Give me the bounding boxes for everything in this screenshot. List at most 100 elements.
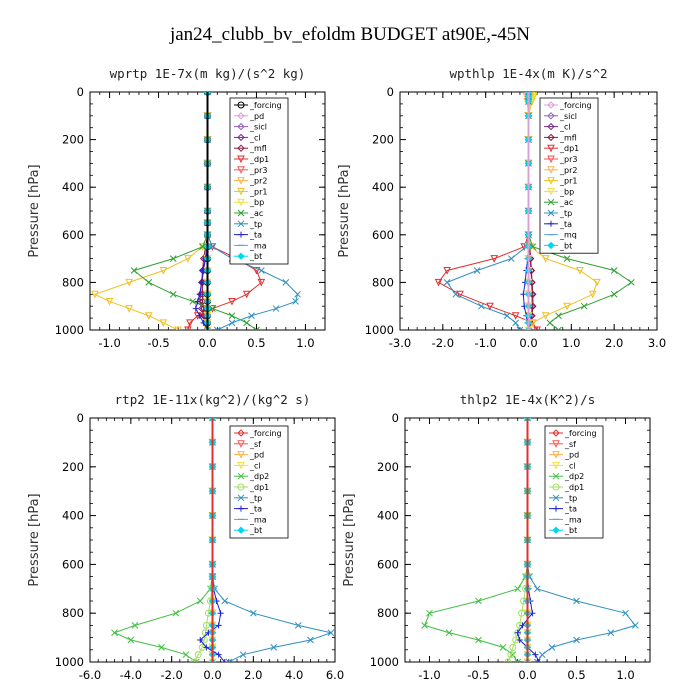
data-point [198,290,207,299]
legend-label: _pr3 [559,155,577,164]
plot-area [111,418,335,662]
legend-marker [237,429,245,437]
legend-marker [237,494,245,502]
legend-label: _bp [559,187,574,196]
legend-marker [552,483,560,491]
legend-label: _bt [249,526,262,535]
data-point [186,319,194,327]
data-point [541,255,550,263]
legend-label: _forcing [564,429,597,438]
data-point [426,609,433,617]
data-point [514,658,522,662]
data-point [225,658,233,662]
data-point [131,622,139,629]
legend-marker [547,187,555,196]
data-point [203,644,210,651]
legend-marker [552,494,560,502]
data-point [228,312,236,320]
legend-marker [547,166,555,174]
y-tick-label: 200 [372,133,394,147]
legend-label: _pr1 [559,177,577,186]
y-tick-label: 800 [62,275,84,289]
legend-marker [547,112,555,120]
legend-label: _tp [564,494,577,503]
x-tick-label: -3.0 [389,336,411,350]
data-point [270,644,278,651]
y-tick-label: 800 [62,606,84,620]
data-point [327,629,335,637]
y-tick-label: 600 [62,557,84,571]
series-line [423,418,528,662]
data-point [443,267,451,275]
legend-label: _tp [559,209,572,218]
data-point [190,658,198,662]
legend-label: _pd [564,451,579,460]
y-tick-label: 0 [77,411,84,425]
data-point [196,597,204,605]
y-tick-label: 600 [62,228,84,242]
y-tick-label: 400 [62,509,84,523]
legend-marker [237,526,245,534]
legend-label: _bt [249,252,262,261]
x-tick-label: 4.0 [285,668,303,682]
data-point [159,319,168,327]
legend-marker [237,461,245,470]
data-point [209,418,216,422]
legend-marker [237,122,245,131]
data-point [125,278,133,287]
legend-label: _bt [564,526,577,535]
x-tick-label: -2.0 [160,668,182,682]
legend-marker [237,112,245,120]
x-tick-label: 0.0 [198,336,216,350]
data-point [475,597,482,605]
legend-marker [547,198,555,206]
legend-label: _dp2 [564,472,584,481]
data-point [282,279,290,286]
legend-marker [237,166,245,174]
chart-panels: wprtp 1E-7x(m kg)/(s^2 kg) Pressure [hPa]… [27,66,666,682]
legend-marker [237,177,245,185]
legend-marker [547,209,555,217]
x-tick-label: -1.0 [98,336,120,350]
data-point [607,629,615,637]
data-point [189,298,197,305]
legend-marker [237,483,245,491]
y-tick-label: 400 [62,180,84,194]
legend-label: _mq [559,231,577,240]
y-tick-label: 400 [372,180,394,194]
legend-marker [552,440,560,448]
data-point [215,622,222,629]
legend-label: _ta [249,505,262,514]
data-point [503,312,511,320]
data-point [144,312,153,320]
x-tick-label: 0.5 [247,336,265,350]
data-point [421,622,428,629]
data-point [159,267,168,275]
data-point [257,278,266,287]
y-tick-label: 600 [377,557,399,571]
series-line [113,418,213,662]
series-dp1 [434,92,541,330]
data-point [588,290,597,299]
data-point [217,610,224,617]
legend-marker [238,505,244,512]
legend: _forcing _sicl _cl_mfl _dp1 _pr3 _pr2 _pr1_bp _… [539,97,599,254]
data-point [538,651,546,659]
series-tp [443,92,532,330]
x-tick-label: 0.5 [567,668,585,682]
y-axis-label: Pressure [hPa] [342,493,357,586]
data-point [127,636,135,644]
data-point [508,255,515,262]
x-tick-label: 0.0 [203,668,221,682]
legend-label: _sf [249,440,261,449]
legend-marker [552,526,560,534]
data-point [169,290,177,298]
x-tick-label: -4.0 [120,668,142,682]
legend-marker [237,198,245,207]
data-point [490,255,499,263]
data-point [555,312,562,320]
data-point [221,659,228,662]
legend-label: _dp1 [249,483,269,492]
data-point [541,312,550,320]
data-point [486,302,494,311]
